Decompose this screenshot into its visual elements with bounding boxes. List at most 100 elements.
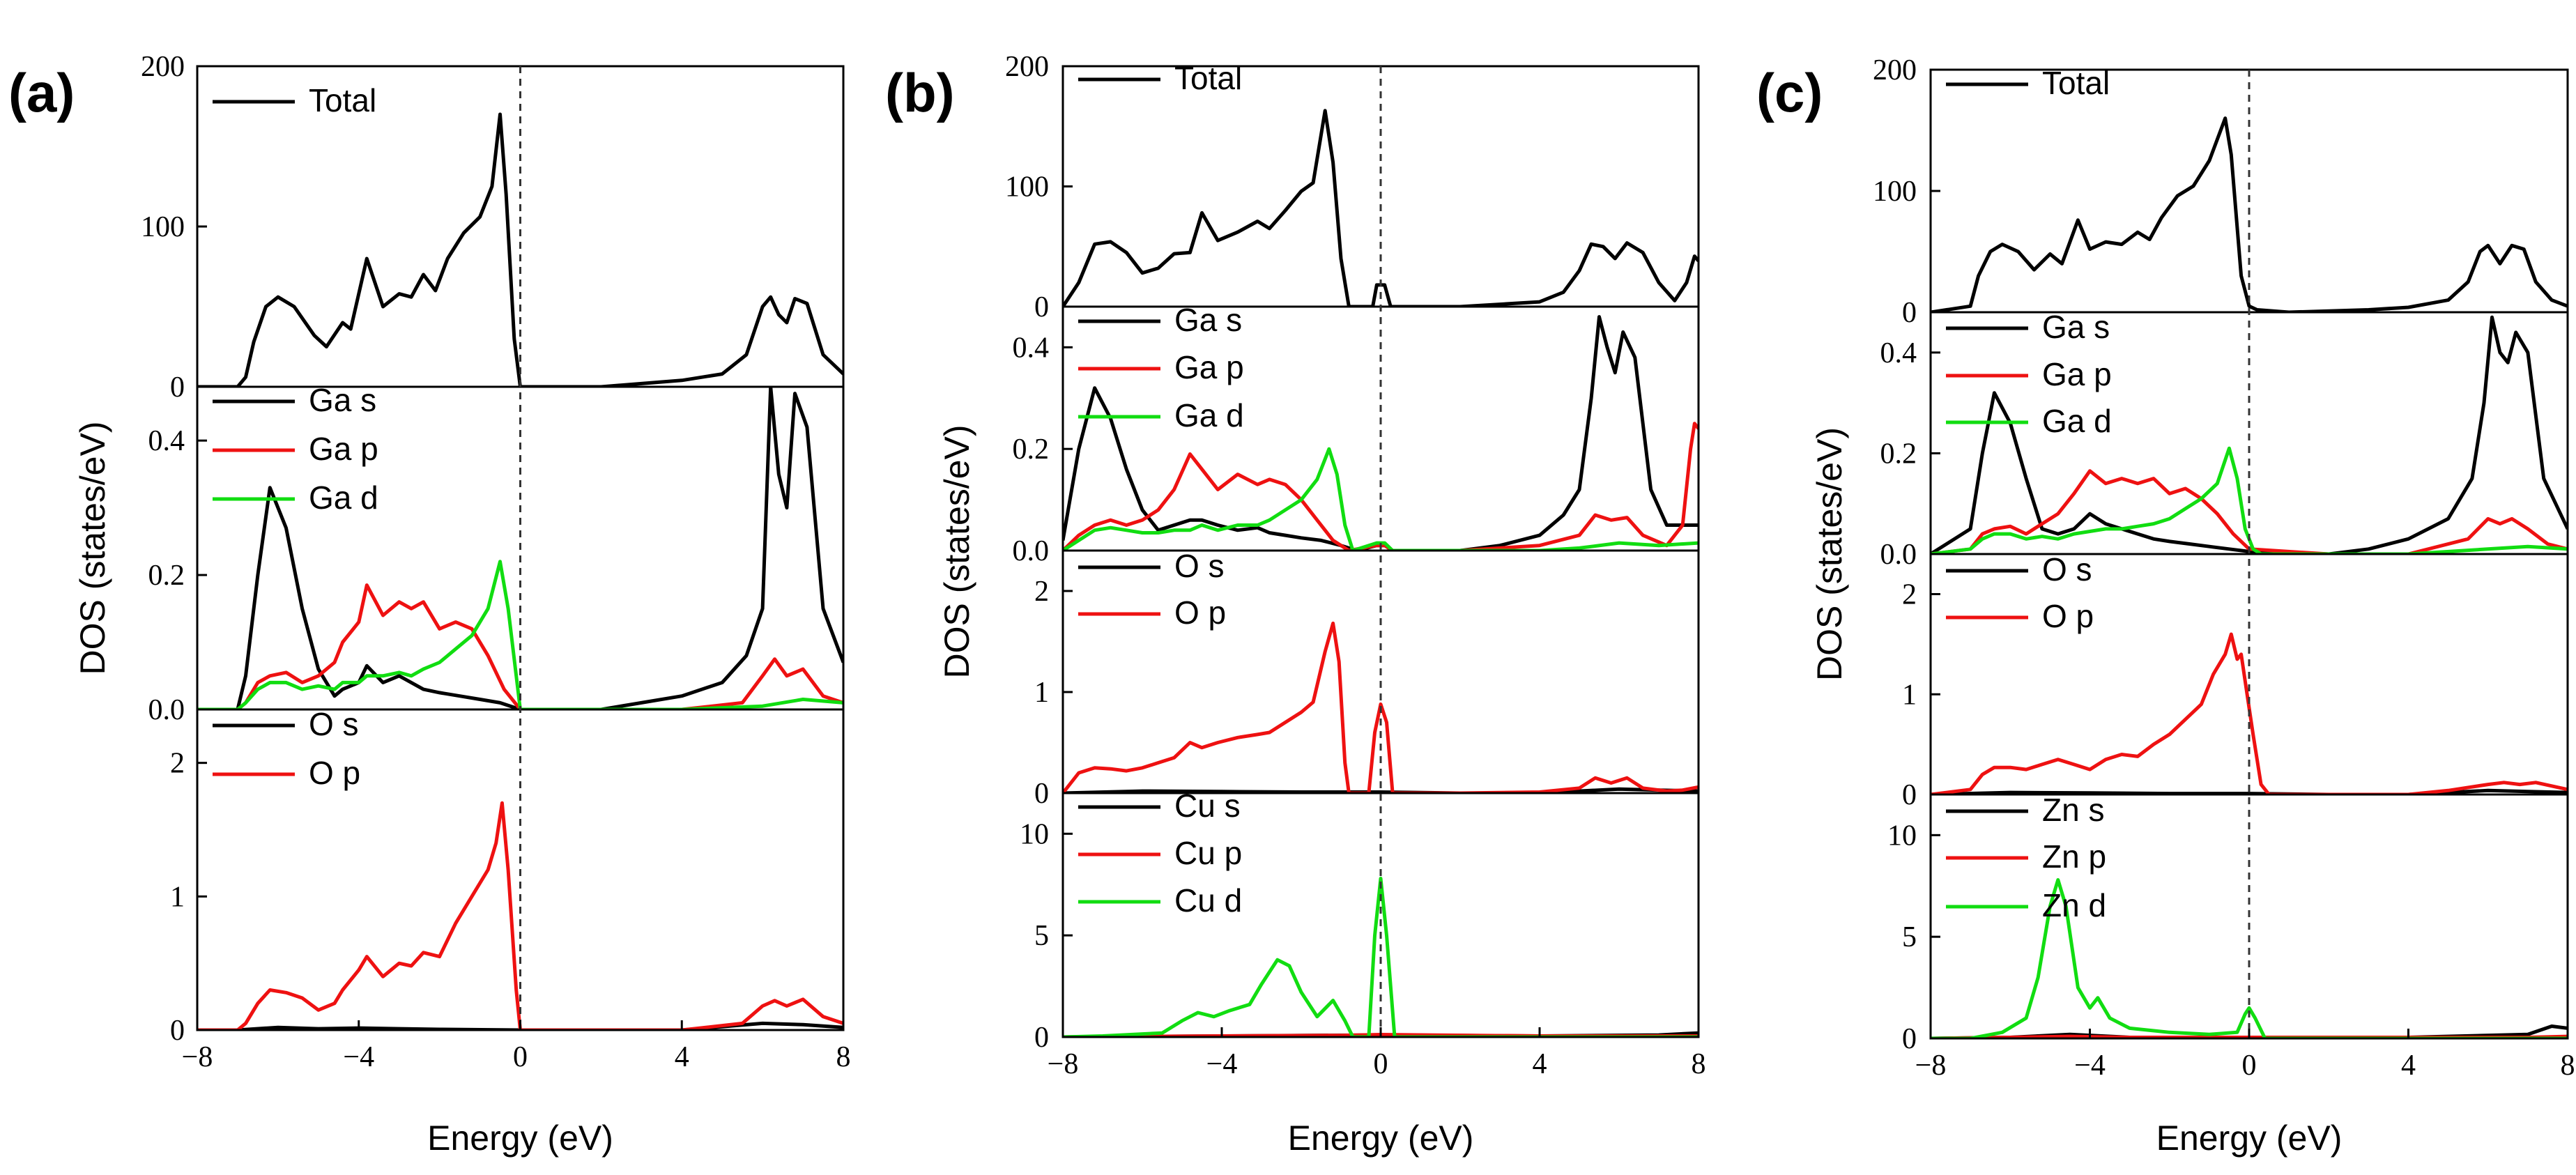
series-ga-s — [197, 387, 843, 709]
legend-entry: O s — [1174, 548, 1225, 584]
x-axis-label: Energy (eV) — [427, 1119, 613, 1158]
y-tick-label: 0.2 — [1880, 438, 1917, 470]
y-tick-label: 2 — [1034, 576, 1049, 608]
legend-entry: Total — [309, 82, 376, 118]
y-tick-label: 5 — [1902, 921, 1917, 953]
series-ga-s — [1931, 315, 2568, 554]
panel-label: (a) — [8, 62, 75, 123]
x-tick-label: 8 — [1692, 1048, 1706, 1080]
y-tick-label: 1 — [1034, 677, 1049, 709]
series-ga-p — [1063, 422, 1699, 551]
y-tick-label: 100 — [141, 211, 185, 243]
y-axis-label: DOS (states/eV) — [937, 425, 976, 679]
y-tick-label: 10 — [1020, 818, 1049, 850]
legend-entry: Ga p — [309, 431, 378, 467]
series-ga-p — [197, 583, 843, 709]
x-tick-label: 8 — [836, 1041, 851, 1073]
series-ga-d — [1931, 446, 2568, 554]
series-ga-s — [1063, 315, 1699, 551]
subplot-2: 0.0 0.2 0.4 Ga s Ga p Ga d — [1013, 302, 1700, 567]
legend-entry: Ga s — [309, 382, 376, 418]
y-tick-label: 0 — [1902, 779, 1917, 811]
series-total — [1063, 109, 1699, 307]
legend-entry: Ga d — [2042, 403, 2112, 439]
series-total — [197, 112, 843, 387]
y-tick-label: 200 — [1873, 54, 1917, 86]
x-tick-label: −8 — [1048, 1048, 1079, 1080]
legend-entry: Zn p — [2042, 838, 2106, 875]
legend-entry: O p — [2042, 598, 2094, 634]
legend-entry: O p — [309, 755, 360, 791]
legend-entry: Ga d — [1174, 397, 1244, 433]
legend-entry: O p — [1174, 594, 1226, 631]
legend-entry: Ga p — [2042, 356, 2112, 392]
series-o-p — [1063, 621, 1699, 793]
x-tick-label: 4 — [2401, 1050, 2416, 1082]
legend-entry: O s — [309, 706, 359, 742]
series-cu-d — [1063, 877, 1699, 1037]
y-tick-label: 0.2 — [1013, 433, 1050, 466]
y-tick-label: 100 — [1005, 171, 1049, 203]
legend-entry: O s — [2042, 551, 2092, 588]
y-tick-label: 200 — [141, 51, 185, 83]
series-total — [1931, 116, 2568, 312]
x-axis-label: Energy (eV) — [2156, 1119, 2343, 1158]
y-tick-label: 0 — [1034, 1022, 1049, 1054]
y-tick-label: 0.4 — [148, 425, 185, 457]
x-axis-label: Energy (eV) — [1288, 1119, 1474, 1158]
legend-entry: Cu p — [1174, 835, 1242, 871]
y-tick-label: 100 — [1873, 176, 1917, 208]
y-tick-label: 0.4 — [1013, 332, 1050, 364]
y-axis-label: DOS (states/eV) — [73, 422, 112, 675]
legend-entry: Zn d — [2042, 887, 2106, 923]
legend-entry: Cu d — [1174, 882, 1242, 919]
panel-label: (c) — [1756, 62, 1823, 123]
subplot-2: 0.0 0.2 0.4 Ga s Ga p Ga d — [1880, 309, 2569, 571]
subplot-3: 0 1 2 O s O p — [1034, 548, 1700, 810]
series-o-p — [1931, 632, 2568, 794]
x-tick-label: 4 — [675, 1041, 689, 1073]
legend-entry: Ga s — [1174, 302, 1242, 338]
x-tick-label: −8 — [1915, 1050, 1947, 1082]
x-tick-label: 4 — [1533, 1048, 1547, 1080]
y-tick-label: 0.0 — [148, 694, 185, 726]
y-tick-label: 2 — [170, 748, 185, 780]
y-tick-label: 0 — [170, 1015, 185, 1047]
subplot-2: 0.0 0.2 0.4 Ga s Ga p Ga d — [148, 382, 845, 726]
y-tick-label: 10 — [1887, 820, 1917, 852]
subplot-frame — [196, 65, 845, 388]
y-tick-label: 2 — [1902, 579, 1917, 611]
y-tick-label: 5 — [1034, 920, 1049, 952]
y-tick-label: 0 — [1902, 1023, 1917, 1055]
series-ga-p — [1931, 469, 2568, 554]
series-zn-d — [1931, 878, 2568, 1038]
series-ga-d — [1063, 447, 1699, 551]
x-tick-label: 8 — [2561, 1050, 2575, 1082]
x-tick-label: −4 — [343, 1041, 374, 1073]
legend-entry: Ga d — [309, 479, 378, 516]
subplot-3: 0 1 2 O s O p — [170, 706, 845, 1047]
x-tick-label: 0 — [513, 1041, 528, 1073]
y-tick-label: 0.0 — [1013, 535, 1050, 567]
subplot-4: 0 5 10 Zn s Zn p Zn d — [1887, 792, 2569, 1055]
y-tick-label: 0.4 — [1880, 337, 1917, 369]
x-tick-label: −8 — [182, 1041, 213, 1073]
legend-entry: Ga p — [1174, 349, 1244, 385]
series-ga-d — [197, 560, 843, 709]
x-tick-label: 0 — [1374, 1048, 1388, 1080]
legend-entry: Ga s — [2042, 309, 2110, 345]
y-tick-label: 0 — [1034, 291, 1049, 323]
subplot-3: 0 1 2 O s O p — [1902, 551, 2569, 811]
y-tick-label: 1 — [1902, 679, 1917, 711]
y-axis-label: DOS (states/eV) — [1810, 427, 1849, 681]
panel-a: (a) 0 100 200 Total 0.0 0.2 0.4 Ga s Ga p Ga d 0 1 2 O… — [8, 51, 851, 1158]
x-tick-label: 0 — [2242, 1050, 2257, 1082]
y-tick-label: 0.2 — [148, 560, 185, 592]
y-tick-label: 0 — [1034, 778, 1049, 810]
